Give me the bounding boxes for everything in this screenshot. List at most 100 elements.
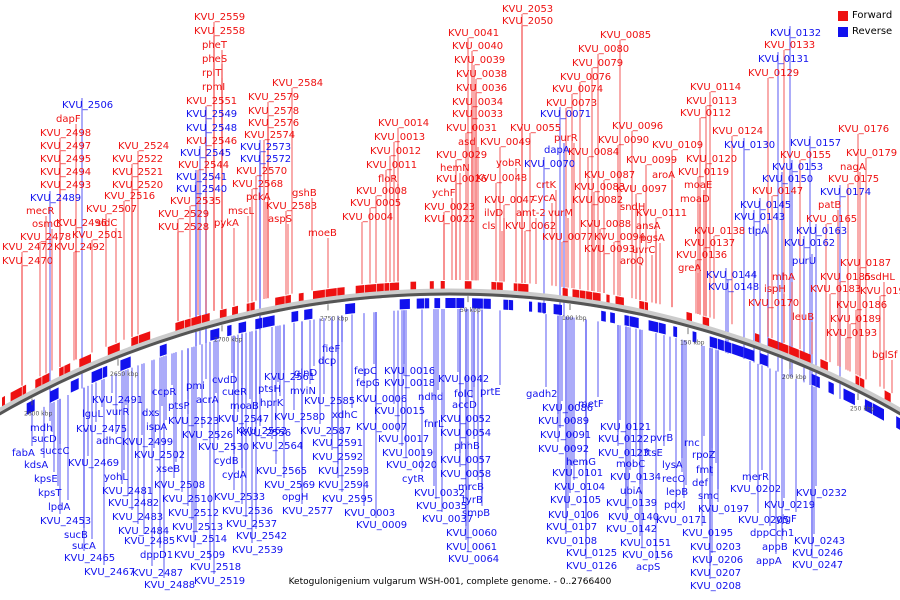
reverse-gene-label: pdxJ xyxy=(664,500,686,511)
forward-gene-label: KVU_0137 xyxy=(684,238,735,249)
reverse-gene-label: sucD xyxy=(32,434,57,445)
reverse-gene-label: KVU_0156 xyxy=(622,550,673,561)
reverse-gene-label: KVU_2573 xyxy=(240,142,291,153)
reverse-gene-label: lguL xyxy=(82,409,103,420)
reverse-gene xyxy=(49,387,59,403)
reverse-gene-label: metF xyxy=(578,399,604,410)
reverse-gene-label: KVU_0107 xyxy=(546,522,597,533)
reverse-gene-label: KVU_0105 xyxy=(550,495,601,506)
forward-gene-label: KVU_2494 xyxy=(40,167,91,178)
reverse-gene-label: KVU_0148 xyxy=(708,282,759,293)
reverse-gene-label: KVU_0018 xyxy=(384,378,435,389)
reverse-gene-label: KVU_2513 xyxy=(172,522,223,533)
legend-label-reverse: Reverse xyxy=(852,26,893,37)
forward-gene-label: KVU_0175 xyxy=(828,174,879,185)
reverse-gene xyxy=(227,324,232,337)
forward-gene-label: cycA xyxy=(532,193,556,204)
reverse-gene-label: rpoZ xyxy=(692,450,716,461)
forward-gene-label: KVU_0055 xyxy=(510,123,561,134)
reverse-gene-label: KVU_2595 xyxy=(322,494,373,505)
forward-gene-label: KVU_0049 xyxy=(480,137,531,148)
reverse-gene-label: KVU_0003 xyxy=(344,508,395,519)
reverse-gene-label: accD xyxy=(452,400,477,411)
reverse-gene xyxy=(345,303,356,315)
forward-gene-label: mhA xyxy=(772,272,795,283)
reverse-gene-label: xseB xyxy=(156,464,180,475)
forward-gene-label: KVU_0112 xyxy=(680,108,731,119)
forward-gene-label: KVU_2516 xyxy=(104,191,155,202)
forward-gene-label: KVU_0088 xyxy=(580,219,631,230)
reverse-gene-label: KVU_0140 xyxy=(608,512,659,523)
forward-gene-label: KVU_0093 xyxy=(584,244,635,255)
reverse-gene-label: KVU_2512 xyxy=(168,508,219,519)
reverse-gene xyxy=(91,367,102,384)
reverse-gene-label: ptsH xyxy=(258,384,281,395)
forward-gene-label: KVU_0029 xyxy=(436,150,487,161)
reverse-gene xyxy=(759,352,768,367)
reverse-gene-label: ccpR xyxy=(152,387,176,398)
forward-gene-label: ispH xyxy=(764,284,786,295)
forward-gene-label: KVU_0136 xyxy=(676,250,727,261)
forward-gene-label: KVU_2498 xyxy=(40,128,91,139)
reverse-gene-label: KVU_0108 xyxy=(546,536,597,547)
forward-gene-label: KVU_0087 xyxy=(584,170,635,181)
forward-gene-label: crtK xyxy=(536,180,557,191)
reverse-gene xyxy=(262,315,275,328)
reverse-gene xyxy=(601,310,606,322)
forward-gene-label: KVU_0186 xyxy=(836,300,887,311)
map-caption: Ketogulonigenium vulgarum WSH-001, compl… xyxy=(288,577,612,587)
reverse-gene-label: KVU_0092 xyxy=(538,444,589,455)
scale-tick-label: 50 kbp xyxy=(460,307,481,314)
reverse-gene-label: KVU_2491 xyxy=(92,395,143,406)
reverse-gene xyxy=(238,321,247,334)
reverse-gene-label: KVU_0208 xyxy=(690,581,741,592)
reverse-gene xyxy=(717,338,724,352)
scale-tick-label: 2600 kbp xyxy=(24,411,52,418)
forward-gene-label: KVU_0082 xyxy=(572,195,623,206)
forward-gene-label: KVU_0165 xyxy=(806,214,857,225)
reverse-gene xyxy=(864,399,873,415)
forward-gene-label: ilvD xyxy=(484,208,503,219)
scale-tick-label: 200 kbp xyxy=(782,374,807,381)
reverse-gene-label: moaB xyxy=(230,401,259,412)
reverse-gene-label: KVU_2549 xyxy=(186,109,237,120)
reverse-gene-label: KVU_0091 xyxy=(540,430,591,441)
forward-gene-label: KVU_0085 xyxy=(600,30,651,41)
forward-gene-label: KVU_0133 xyxy=(764,40,815,51)
reverse-gene-label: KVU_2487 xyxy=(132,568,183,579)
legend: Forward Reverse xyxy=(838,8,892,40)
reverse-gene-label: fepC xyxy=(354,366,377,377)
reverse-gene-label: KVU_2489 xyxy=(30,193,81,204)
forward-gene-label: sldC xyxy=(96,218,117,229)
reverse-gene-label: fabA xyxy=(12,448,35,459)
reverse-gene-label: opgH xyxy=(282,492,308,503)
reverse-gene-label: succC xyxy=(40,446,70,457)
forward-gene-label: aroQ xyxy=(620,256,644,267)
forward-gene-label: uvrC xyxy=(632,245,655,256)
forward-gene-label: KVU_0138 xyxy=(694,226,745,237)
scale-tick-label: 2700 kbp xyxy=(214,337,242,344)
reverse-gene-label: dcp xyxy=(318,356,336,367)
forward-gene-label: KVU_0047 xyxy=(484,195,535,206)
reverse-gene-label: KVU_0139 xyxy=(606,498,657,509)
forward-gene-label: KVU_2522 xyxy=(112,154,163,165)
reverse-gene-label: KVU_2526 xyxy=(182,430,233,441)
reverse-gene-label: KVU_2593 xyxy=(318,466,369,477)
reverse-gene-label: KVU_0009 xyxy=(356,520,407,531)
reverse-gene xyxy=(724,340,732,354)
reverse-gene-label: mobC xyxy=(616,459,645,470)
reverse-gene-label: smpB xyxy=(462,508,490,519)
reverse-gene-label: fmt xyxy=(696,465,713,476)
reverse-gene-label: KVU_2530 xyxy=(198,442,249,453)
reverse-gene-label: KVU_0064 xyxy=(448,554,499,565)
forward-gene-label: KVU_0031 xyxy=(446,123,497,134)
forward-gene-label: KVU_0005 xyxy=(350,198,401,209)
reverse-gene-label: KVU_2561 xyxy=(264,372,315,383)
reverse-gene xyxy=(456,298,465,309)
reverse-gene-label: KVU_0017 xyxy=(378,434,429,445)
reverse-gene-label: KVU_2541 xyxy=(176,172,227,183)
forward-gene-label: KVU_0111 xyxy=(636,208,687,219)
scale-tick-label: 100 kbp xyxy=(562,315,587,322)
forward-gene-label: mscL xyxy=(228,206,254,217)
